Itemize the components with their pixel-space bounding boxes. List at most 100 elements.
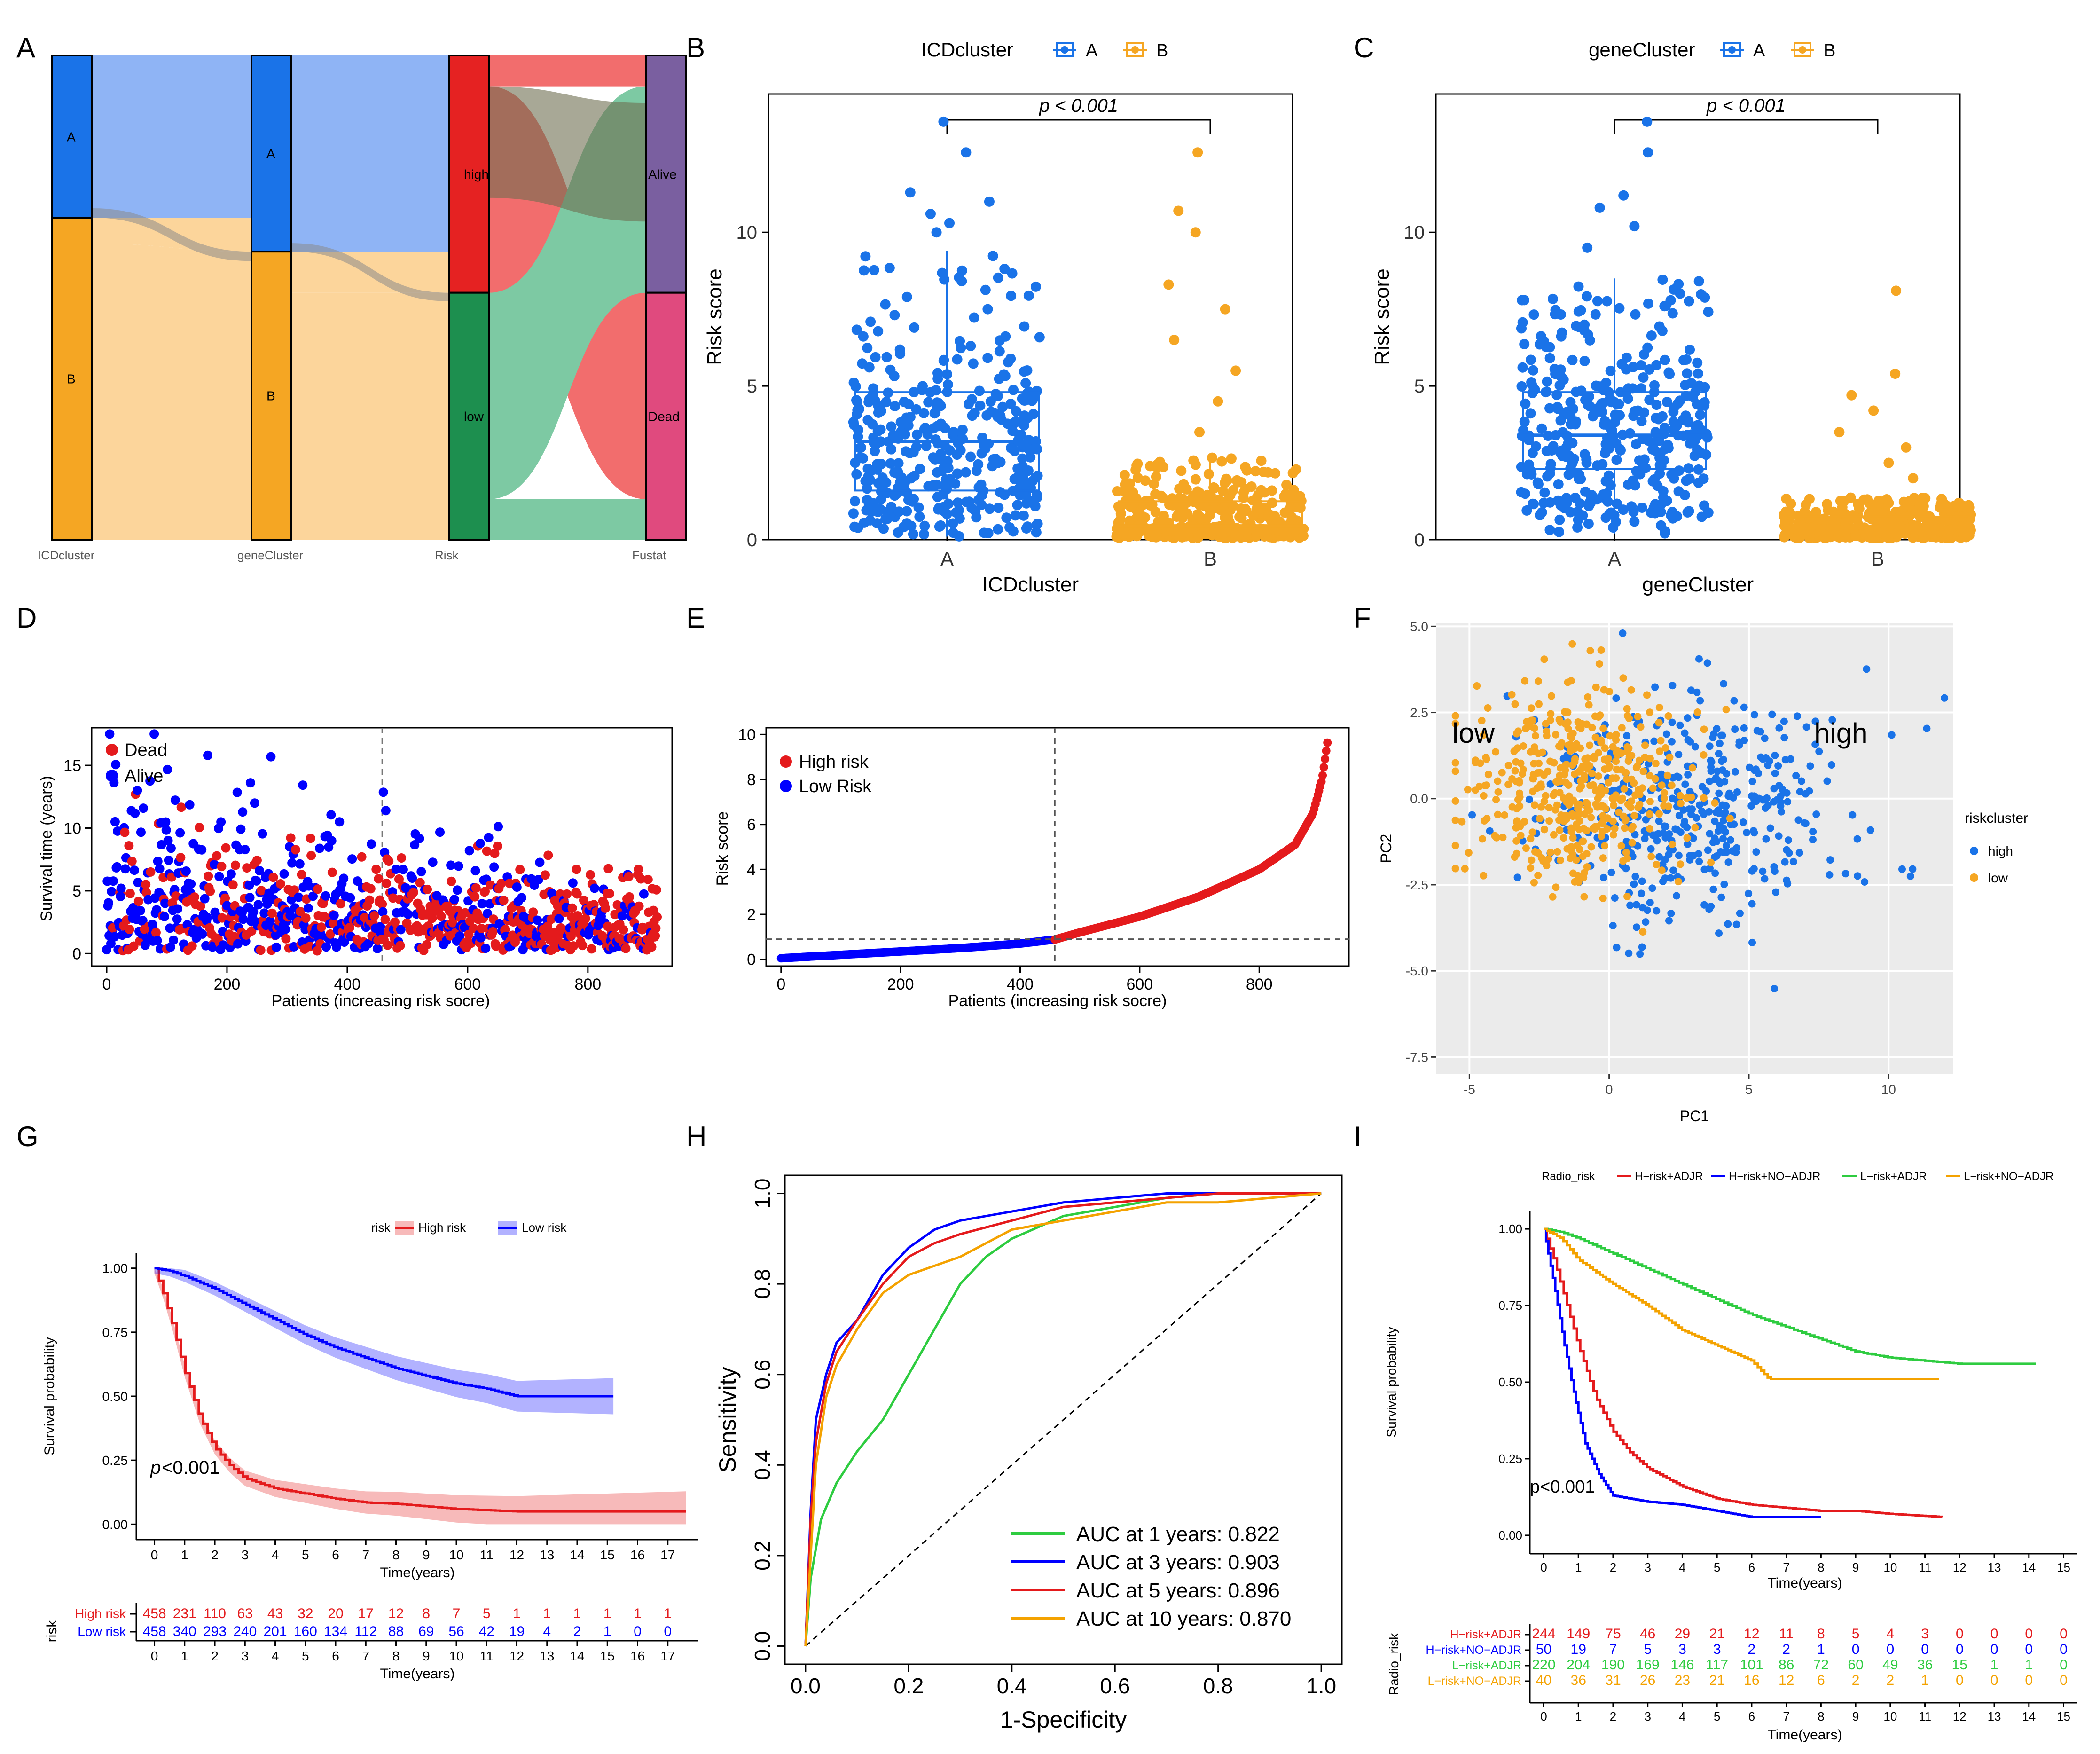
jitter-point: [1151, 471, 1161, 482]
dead-point: [365, 895, 375, 905]
jitter-point: [993, 524, 1003, 535]
jitter-point: [851, 469, 862, 480]
jitter-point: [1030, 281, 1041, 292]
low-point: [1581, 755, 1589, 763]
high-point: [1638, 904, 1646, 912]
panel-label-g: G: [16, 1121, 39, 1152]
jitter-point: [1545, 459, 1556, 470]
low-point: [1652, 760, 1660, 768]
jitter-point: [1516, 381, 1527, 392]
jitter-point: [992, 391, 1003, 401]
flow-low-dead: [489, 499, 646, 540]
jitter-point: [1019, 395, 1029, 406]
jitter-point: [1557, 327, 1567, 338]
high-point: [1636, 950, 1644, 958]
x-tick-label: 7: [1783, 1709, 1789, 1723]
sankey-node: [251, 55, 292, 253]
jitter-point: [997, 401, 1008, 412]
risk-table-cell: 0: [2060, 1673, 2068, 1688]
y-tick-label: 0.25: [102, 1453, 128, 1468]
high-point: [1713, 725, 1721, 733]
low-point: [1622, 849, 1630, 857]
high-point: [1781, 858, 1789, 866]
low-point: [1599, 724, 1607, 732]
legend-label: H−risk+NO−ADJR: [1729, 1170, 1820, 1183]
jitter-point: [911, 404, 922, 415]
jitter-point: [1022, 521, 1033, 532]
high-point: [1800, 819, 1808, 827]
jitter-point: [1005, 399, 1016, 409]
jitter-point: [1029, 392, 1040, 403]
risk-table-cell: 36: [1571, 1673, 1586, 1688]
risk-table-cell: 0: [2025, 1642, 2033, 1657]
low-point: [1623, 705, 1631, 713]
alive-point: [116, 891, 125, 901]
dead-point: [125, 924, 134, 934]
alive-point: [133, 786, 142, 795]
x-tick-label: B: [1204, 548, 1217, 570]
low-point: [1622, 769, 1630, 777]
alive-point: [363, 939, 373, 949]
alive-point: [139, 803, 149, 813]
low-point: [1559, 834, 1567, 842]
alive-point: [533, 875, 543, 885]
high-point: [1675, 751, 1683, 759]
low-point: [1451, 842, 1459, 849]
jitter-point: [1233, 530, 1244, 541]
high-point: [1755, 794, 1763, 802]
legend-label: Low risk: [522, 1220, 567, 1235]
alive-point: [202, 912, 212, 922]
y-tick-label: 10: [738, 726, 756, 744]
high-point: [1726, 836, 1734, 844]
jitter-point: [1221, 473, 1232, 484]
jitter-point: [1557, 451, 1568, 462]
high-point: [1753, 727, 1761, 735]
x-tick-label: 12: [1953, 1709, 1967, 1723]
alive-point: [287, 858, 297, 868]
x-tick-label: 15: [2057, 1709, 2070, 1723]
jitter-point: [1020, 378, 1031, 389]
low-point: [1639, 928, 1647, 936]
high-point: [1716, 739, 1724, 747]
jitter-point: [1575, 498, 1585, 509]
alive-point: [554, 914, 564, 924]
jitter-point: [1008, 385, 1019, 395]
low-point: [1517, 832, 1525, 840]
jitter-point: [1900, 528, 1911, 539]
dead-point: [230, 860, 240, 870]
alive-point: [116, 883, 126, 893]
alive-point: [533, 915, 542, 925]
jitter-point: [1238, 487, 1249, 498]
jitter-point: [1655, 447, 1666, 458]
jitter-point: [1568, 454, 1579, 464]
x-tick-label: 1: [181, 1649, 188, 1663]
jitter-point: [1246, 481, 1257, 492]
jitter-point: [1696, 511, 1707, 522]
risk-table-row-label: High risk: [75, 1606, 126, 1621]
alive-point: [435, 827, 445, 837]
x-tick-label: 8: [1818, 1709, 1824, 1723]
jitter-point: [870, 352, 881, 362]
x-tick-label: 800: [1246, 975, 1273, 993]
high-point: [1611, 894, 1619, 902]
jitter-point: [1517, 362, 1528, 373]
jitter-point: [1215, 504, 1226, 515]
plot-frame: [768, 93, 1293, 541]
high-point: [1681, 729, 1689, 737]
jitter-point: [961, 147, 972, 158]
jitter-point: [1000, 370, 1011, 381]
p-value: <0.001: [162, 1457, 219, 1478]
panel-label-h: H: [686, 1121, 706, 1152]
y-tick-label: 2: [747, 906, 756, 924]
low-point: [1501, 811, 1509, 819]
x-tick-label: 2: [211, 1649, 219, 1663]
dead-point: [402, 918, 412, 928]
risk-table-cell: 1: [1817, 1642, 1825, 1657]
dead-point: [423, 884, 432, 894]
low-point: [1458, 818, 1466, 826]
high-point: [1795, 849, 1803, 857]
jitter-point: [1176, 465, 1187, 476]
risk-table-title: risk: [44, 1620, 60, 1643]
jitter-point: [1660, 528, 1670, 539]
jitter-point: [1577, 510, 1588, 521]
